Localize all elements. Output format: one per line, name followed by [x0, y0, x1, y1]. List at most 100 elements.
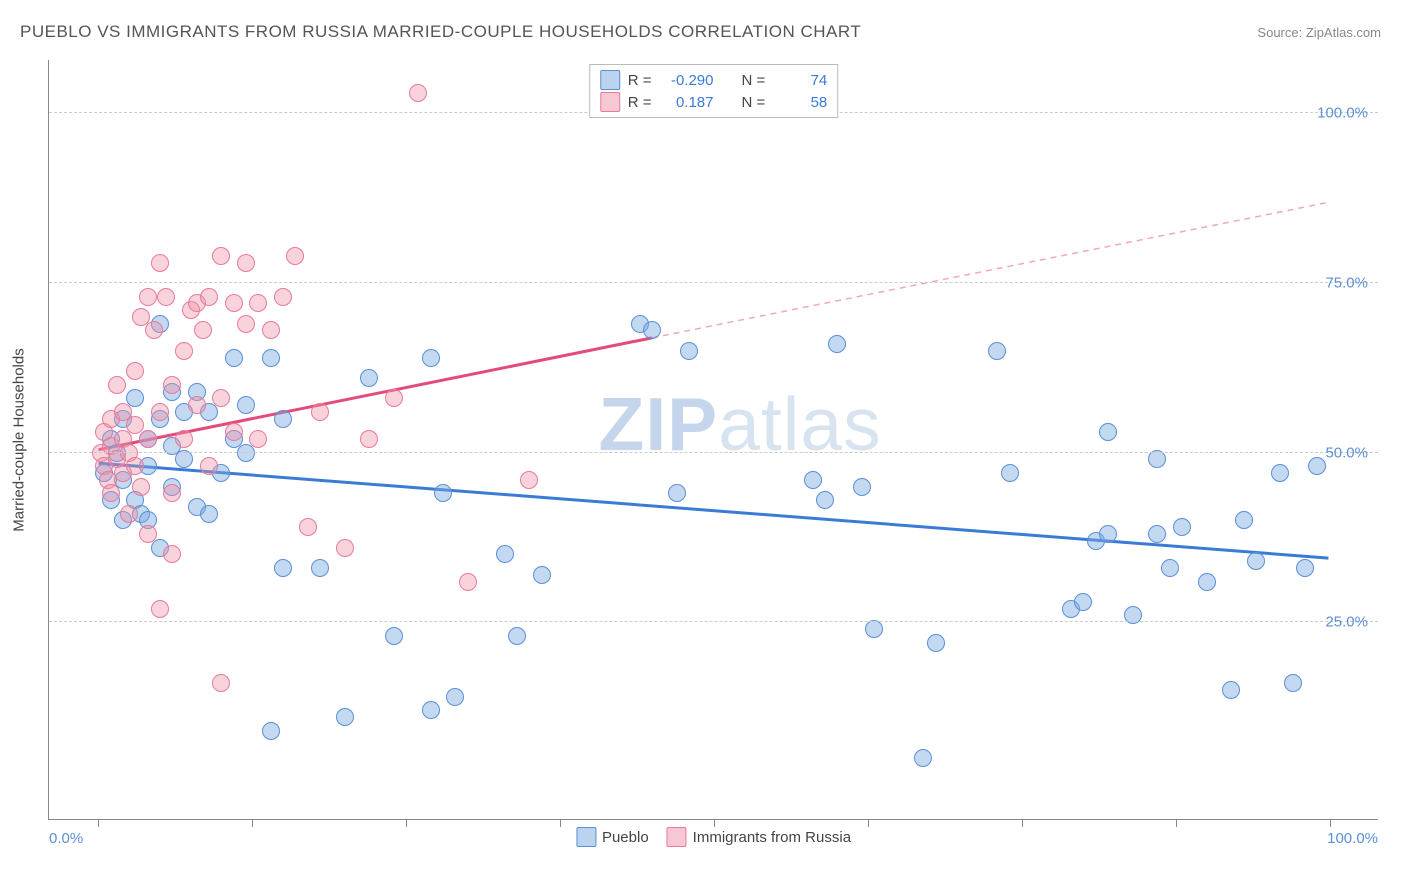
point-pueblo	[1271, 464, 1289, 482]
point-pueblo	[336, 708, 354, 726]
point-russia	[360, 430, 378, 448]
gridline	[49, 282, 1378, 283]
point-pueblo	[1148, 450, 1166, 468]
point-russia	[212, 389, 230, 407]
point-russia	[132, 478, 150, 496]
point-russia	[157, 288, 175, 306]
point-pueblo	[988, 342, 1006, 360]
point-pueblo	[1099, 423, 1117, 441]
n-label: N =	[742, 94, 766, 111]
swatch-blue-icon	[600, 70, 620, 90]
point-pueblo	[1284, 674, 1302, 692]
chart-title: PUEBLO VS IMMIGRANTS FROM RUSSIA MARRIED…	[20, 22, 861, 42]
point-pueblo	[1235, 511, 1253, 529]
point-russia	[274, 288, 292, 306]
legend-label: Immigrants from Russia	[693, 829, 851, 846]
point-russia	[249, 430, 267, 448]
point-pueblo	[1173, 518, 1191, 536]
legend-item-russia: Immigrants from Russia	[667, 827, 851, 847]
point-russia	[163, 484, 181, 502]
point-pueblo	[1198, 573, 1216, 591]
point-russia	[145, 321, 163, 339]
legend-item-pueblo: Pueblo	[576, 827, 649, 847]
point-pueblo	[200, 505, 218, 523]
point-pueblo	[1247, 552, 1265, 570]
point-russia	[126, 457, 144, 475]
x-tick	[1330, 819, 1331, 827]
point-russia	[409, 84, 427, 102]
point-russia	[151, 403, 169, 421]
chart-plot-area: Married-couple Households ZIPatlas 25.0%…	[48, 60, 1378, 820]
y-axis-title: Married-couple Households	[11, 348, 28, 531]
point-pueblo	[865, 620, 883, 638]
r-value-blue: -0.290	[660, 72, 714, 89]
r-label: R =	[628, 72, 652, 89]
point-pueblo	[496, 545, 514, 563]
x-axis-label-max: 100.0%	[1327, 830, 1378, 847]
point-pueblo	[643, 321, 661, 339]
point-russia	[126, 362, 144, 380]
stat-legend: R = -0.290 N = 74 R = 0.187 N = 58	[589, 64, 839, 118]
gridline	[49, 452, 1378, 453]
point-pueblo	[680, 342, 698, 360]
point-russia	[163, 545, 181, 563]
point-pueblo	[1074, 593, 1092, 611]
x-tick	[252, 819, 253, 827]
point-pueblo	[1001, 464, 1019, 482]
point-pueblo	[1099, 525, 1117, 543]
point-pueblo	[828, 335, 846, 353]
point-pueblo	[274, 410, 292, 428]
point-russia	[139, 525, 157, 543]
r-value-pink: 0.187	[660, 94, 714, 111]
point-russia	[139, 430, 157, 448]
x-tick	[406, 819, 407, 827]
point-russia	[200, 288, 218, 306]
source-attribution: Source: ZipAtlas.com	[1257, 25, 1381, 40]
point-pueblo	[1308, 457, 1326, 475]
source-name: ZipAtlas.com	[1306, 25, 1381, 40]
y-tick-label: 100.0%	[1317, 105, 1368, 122]
swatch-pink-icon	[600, 92, 620, 112]
point-russia	[237, 315, 255, 333]
x-tick	[1022, 819, 1023, 827]
point-pueblo	[274, 559, 292, 577]
point-russia	[102, 484, 120, 502]
point-pueblo	[816, 491, 834, 509]
point-russia	[212, 674, 230, 692]
point-russia	[188, 396, 206, 414]
series-legend: Pueblo Immigrants from Russia	[576, 827, 851, 847]
point-pueblo	[668, 484, 686, 502]
point-pueblo	[422, 701, 440, 719]
point-russia	[108, 376, 126, 394]
point-russia	[175, 430, 193, 448]
point-russia	[175, 342, 193, 360]
x-tick	[98, 819, 99, 827]
point-russia	[163, 376, 181, 394]
point-russia	[225, 423, 243, 441]
point-pueblo	[422, 349, 440, 367]
point-russia	[151, 600, 169, 618]
point-pueblo	[1222, 681, 1240, 699]
x-tick	[1176, 819, 1177, 827]
legend-label: Pueblo	[602, 829, 649, 846]
swatch-blue-icon	[576, 827, 596, 847]
point-pueblo	[434, 484, 452, 502]
point-russia	[520, 471, 538, 489]
y-tick-label: 25.0%	[1325, 614, 1368, 631]
y-tick-label: 50.0%	[1325, 444, 1368, 461]
point-russia	[336, 539, 354, 557]
trend-lines-svg	[49, 60, 1378, 819]
point-pueblo	[927, 634, 945, 652]
point-pueblo	[360, 369, 378, 387]
gridline	[49, 621, 1378, 622]
point-pueblo	[1161, 559, 1179, 577]
point-pueblo	[508, 627, 526, 645]
x-axis-label-min: 0.0%	[49, 830, 83, 847]
swatch-pink-icon	[667, 827, 687, 847]
n-value-pink: 58	[773, 94, 827, 111]
point-pueblo	[262, 349, 280, 367]
source-label: Source:	[1257, 25, 1302, 40]
n-label: N =	[742, 72, 766, 89]
point-pueblo	[175, 450, 193, 468]
stat-legend-row-blue: R = -0.290 N = 74	[600, 69, 828, 91]
